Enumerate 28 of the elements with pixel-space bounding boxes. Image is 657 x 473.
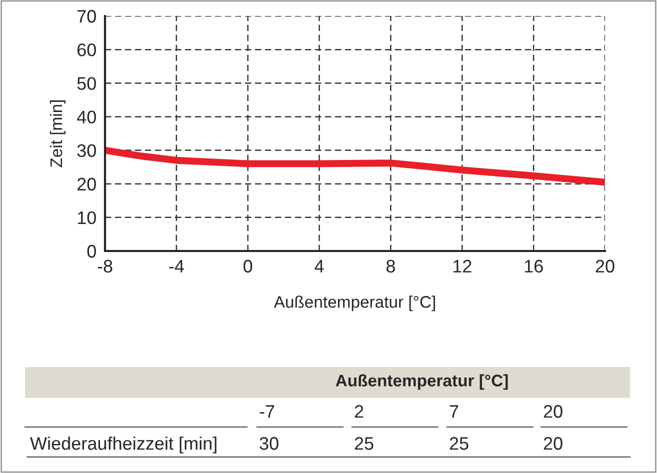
y-axis-title: Zeit [min] [50,100,66,168]
text: -7 [260,405,274,418]
y-tick-label: 50 [77,77,96,90]
text: 30 [260,437,278,450]
y-tick-label: 70 [78,10,96,23]
x-tick-label: 0 [244,260,252,273]
y-tick-label: 10 [78,211,96,224]
x-tick-label: 12 [453,260,472,272]
x-tick-label: -4 [169,260,184,272]
y-tick-label: 0 [87,244,96,258]
y-tick-label: 30 [77,144,96,158]
x-tick-label: 16 [524,260,543,273]
y-tick-label: 60 [78,44,96,56]
text: 20 [544,437,562,450]
x-tick-label: 4 [314,260,324,272]
y-tick-label: 20 [77,178,96,191]
text: 25 [450,437,468,450]
text: 20 [544,405,562,418]
x-tick-label: -8 [98,260,112,273]
x-tick-label: 8 [386,260,395,273]
text: 2 [354,405,364,418]
text: Außentemperatur [°C] [336,374,508,390]
x-axis-title: Außentemperatur [°C] [274,296,435,312]
text: 25 [354,437,374,450]
y-tick-label: 40 [77,110,96,124]
text: Wiederaufheizzeit [min] [30,436,216,454]
x-tick-label: 20 [596,260,614,273]
text: 7 [450,405,458,418]
